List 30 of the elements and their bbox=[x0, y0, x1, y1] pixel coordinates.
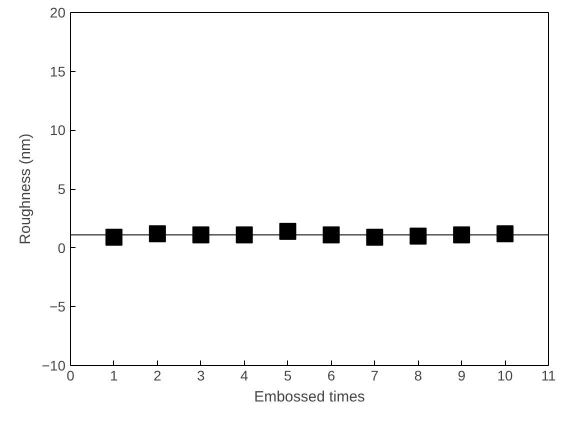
point bbox=[236, 226, 253, 244]
x-tick-label: 2 bbox=[154, 368, 162, 384]
y-axis-title: Roughness (nm) bbox=[16, 134, 34, 244]
y-tick-label: −10 bbox=[42, 358, 66, 374]
point bbox=[322, 226, 340, 244]
point bbox=[105, 228, 122, 246]
x-tick-label: 9 bbox=[458, 368, 466, 384]
y-tick-label: 0 bbox=[58, 240, 66, 256]
x-tick-label: 11 bbox=[541, 368, 556, 384]
point bbox=[192, 226, 210, 244]
y-tick-label: 20 bbox=[50, 4, 66, 20]
x-tick-label: 3 bbox=[196, 368, 205, 384]
x-tick-label: 1 bbox=[110, 368, 118, 384]
x-axis-title: Embossed times bbox=[254, 388, 365, 406]
y-tick-label: 15 bbox=[50, 63, 66, 80]
x-tick-label: 10 bbox=[497, 368, 514, 384]
point bbox=[410, 228, 427, 245]
y-tick-label: −5 bbox=[50, 298, 66, 315]
x-tick-label: 5 bbox=[284, 368, 292, 384]
x-tick-label: 7 bbox=[370, 368, 379, 384]
point bbox=[366, 228, 384, 246]
y-tick-label: 5 bbox=[58, 181, 66, 197]
x-tick-label: 8 bbox=[414, 368, 422, 384]
x-tick-label: 4 bbox=[240, 368, 248, 384]
point bbox=[453, 226, 470, 244]
point bbox=[279, 222, 296, 240]
x-tick-label: 6 bbox=[327, 368, 336, 384]
point bbox=[496, 225, 514, 242]
y-tick-label: 10 bbox=[50, 122, 66, 138]
point bbox=[148, 225, 166, 242]
